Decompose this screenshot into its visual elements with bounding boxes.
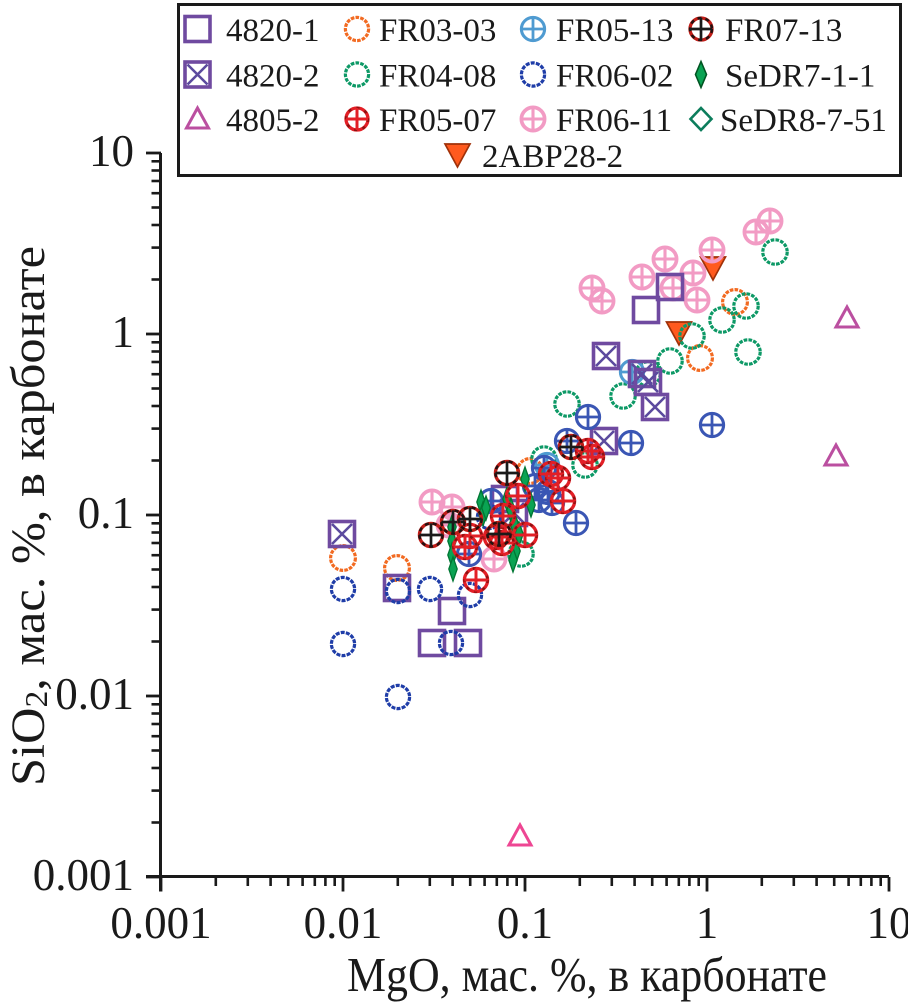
svg-text:FR05-07: FR05-07 [379, 103, 496, 139]
svg-text:MgO, мас. %, в карбонате: MgO, мас. %, в карбонате [347, 947, 827, 1002]
svg-text:0.1: 0.1 [497, 898, 553, 948]
svg-text:10: 10 [867, 898, 908, 948]
svg-text:0.1: 0.1 [78, 488, 134, 538]
svg-text:0.01: 0.01 [304, 898, 383, 948]
svg-text:4820-2: 4820-2 [226, 59, 320, 95]
svg-text:1: 1 [112, 307, 135, 357]
svg-text:4805-2: 4805-2 [226, 103, 320, 139]
svg-text:0.001: 0.001 [110, 898, 211, 948]
svg-text:FR05-13: FR05-13 [556, 13, 673, 49]
svg-text:4820-1: 4820-1 [226, 13, 320, 49]
svg-text:2ABP28-2: 2ABP28-2 [482, 139, 623, 175]
svg-text:SiO2, мас. %, в карбонате: SiO2, мас. %, в карбонате [2, 246, 55, 786]
svg-text:FR06-02: FR06-02 [556, 59, 673, 95]
svg-text:SeDR8-7-51: SeDR8-7-51 [720, 103, 887, 139]
svg-text:FR03-03: FR03-03 [379, 13, 496, 49]
svg-text:0.001: 0.001 [33, 850, 134, 900]
svg-text:10: 10 [89, 126, 134, 176]
svg-text:FR04-08: FR04-08 [379, 59, 496, 95]
svg-text:FR07-13: FR07-13 [725, 13, 842, 49]
svg-text:SeDR7-1-1: SeDR7-1-1 [725, 59, 875, 95]
svg-text:0.01: 0.01 [55, 669, 134, 719]
svg-text:FR06-11: FR06-11 [556, 103, 672, 139]
svg-text:1: 1 [696, 898, 719, 948]
